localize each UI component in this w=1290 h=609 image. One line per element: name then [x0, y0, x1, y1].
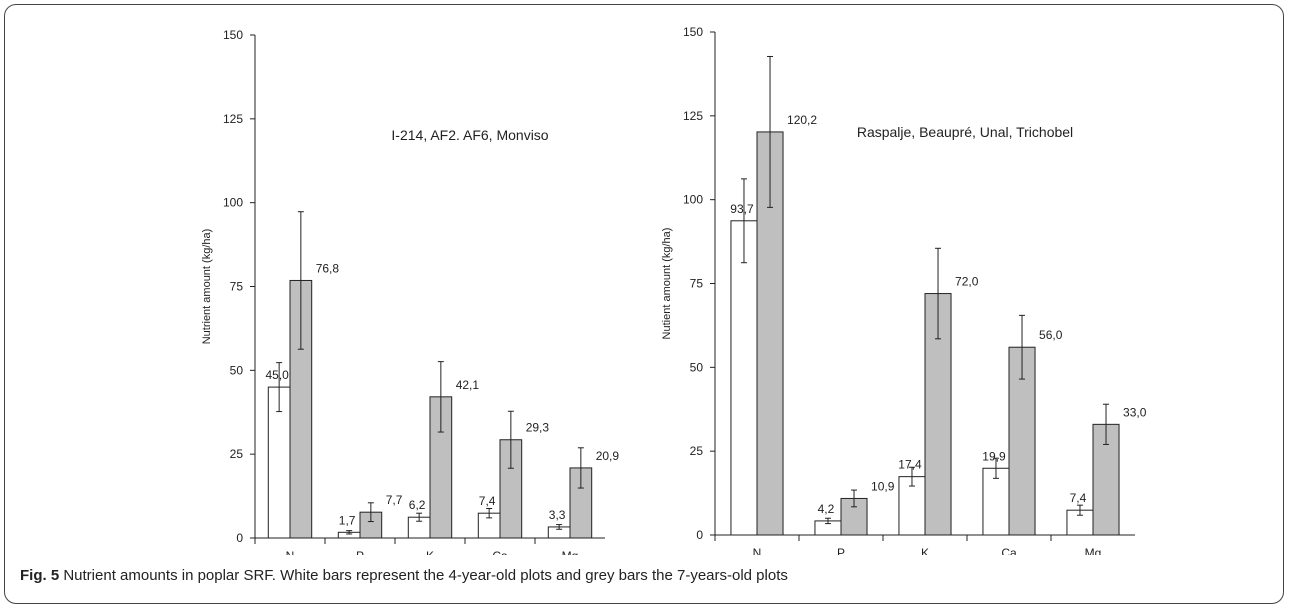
data-label-7yr: 10,9 [871, 479, 895, 493]
data-label-4yr: 7,4 [1070, 491, 1087, 505]
y-axis-title: Nutient amount (kg/ha) [661, 228, 673, 340]
x-tick-label: Ca [1001, 546, 1017, 555]
data-label-4yr: 45,0 [265, 368, 289, 382]
x-tick-label: Mg [1085, 546, 1102, 555]
data-label-4yr: 1,7 [339, 513, 356, 527]
data-label-4yr: 3,3 [549, 508, 566, 522]
y-tick-label: 100 [683, 193, 703, 207]
x-tick-label: P [837, 546, 845, 555]
chart-left: 0 25 50 75 100 125 150 N 45,0 76,8 P 1,7 7,7 K 6,2 42,1… [201, 28, 620, 555]
data-label-4yr: 7,4 [479, 494, 496, 508]
chart-subtitle: Raspalje, Beaupré, Unal, Trichobel [857, 124, 1073, 140]
caption-text: Nutrient amounts in poplar SRF. White ba… [63, 567, 788, 584]
y-tick-label: 100 [223, 196, 243, 210]
chart-subtitle: I-214, AF2. AF6, Monviso [391, 127, 548, 143]
y-tick-label: 25 [690, 444, 704, 458]
data-label-7yr: 33,0 [1123, 405, 1147, 419]
data-label-7yr: 120,2 [787, 113, 817, 127]
data-label-7yr: 29,3 [526, 421, 550, 435]
y-tick-label: 25 [230, 447, 244, 461]
figure-frame [4, 4, 1284, 604]
y-tick-label: 150 [683, 25, 703, 39]
data-label-4yr: 6,2 [409, 498, 426, 512]
data-label-7yr: 42,1 [456, 378, 480, 392]
data-label-7yr: 72,0 [955, 275, 979, 289]
data-label-4yr: 4,2 [818, 502, 835, 516]
data-label-7yr: 20,9 [596, 449, 620, 463]
x-tick-label: Ca [492, 549, 508, 555]
x-tick-label: K [426, 549, 434, 555]
x-tick-label: P [356, 549, 364, 555]
figure-caption: Fig. 5 Nutrient amounts in poplar SRF. W… [20, 567, 788, 584]
y-tick-label: 0 [236, 531, 243, 545]
y-tick-label: 75 [230, 280, 244, 294]
data-label-4yr: 93,7 [730, 202, 754, 216]
x-tick-label: N [286, 549, 295, 555]
y-axis-title: Nutrient amount (kg/ha) [201, 229, 213, 345]
data-label-7yr: 56,0 [1039, 328, 1063, 342]
x-tick-label: Mg [562, 549, 579, 555]
caption-label: Fig. 5 [20, 567, 60, 584]
chart-right: 0 25 50 75 100 125 150 N 93,7 120,2 P 4,2 10,9 K 17,4 7… [661, 25, 1147, 555]
data-label-4yr: 19,9 [982, 449, 1006, 463]
y-tick-label: 150 [223, 28, 243, 42]
y-tick-label: 0 [696, 528, 703, 542]
y-tick-label: 50 [230, 363, 244, 377]
bar-4yr-N [730, 220, 758, 536]
y-tick-label: 75 [690, 277, 704, 291]
data-label-7yr: 7,7 [386, 493, 403, 507]
x-tick-label: K [921, 546, 929, 555]
y-tick-label: 125 [223, 112, 243, 126]
data-label-7yr: 76,8 [316, 261, 340, 275]
y-tick-label: 50 [690, 360, 704, 374]
x-tick-label: N [753, 546, 762, 555]
data-label-4yr: 17,4 [898, 458, 922, 472]
bar-4yr-Ca [982, 467, 1010, 536]
y-tick-label: 125 [683, 109, 703, 123]
